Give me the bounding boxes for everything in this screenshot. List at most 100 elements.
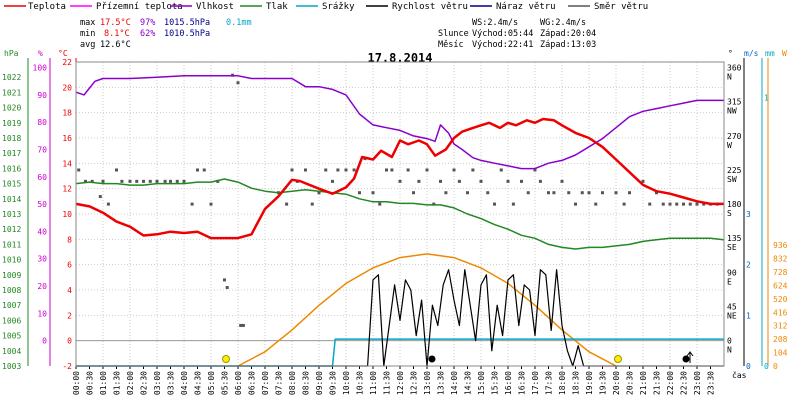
ms-tick-label: 2 <box>746 261 751 270</box>
wind-direction-point <box>285 202 289 206</box>
stats-max-humidity: 97% <box>140 18 155 28</box>
hpa-tick-label: 1011 <box>2 240 21 249</box>
watt-tick-label: 728 <box>773 268 788 277</box>
wind-direction-point <box>520 179 523 183</box>
x-tick-label: 15:00 <box>477 371 486 395</box>
wind-direction-point <box>587 191 591 195</box>
wind-direction-point <box>675 202 679 206</box>
hpa-tick-label: 1006 <box>2 316 21 325</box>
wind-direction-point <box>336 168 340 172</box>
watt-tick-label: 416 <box>773 308 788 317</box>
hpa-tick-label: 1005 <box>2 332 21 341</box>
percent-tick-label: 40 <box>37 227 47 236</box>
x-tick-label: 02:30 <box>140 371 149 395</box>
watt-tick-label: 208 <box>773 335 788 344</box>
watt-tick-label: 936 <box>773 241 788 250</box>
pressure-line <box>75 178 724 250</box>
solar-radiation-line <box>237 253 617 367</box>
x-tick-label: 19:30 <box>599 371 608 395</box>
celsius-tick-label: 16 <box>62 134 72 143</box>
x-tick-label: 18:00 <box>558 371 567 395</box>
legend-naraz-vetru: Náraz větru <box>470 2 556 12</box>
celsius-tick-label: 20 <box>62 83 72 92</box>
wind-direction-point <box>241 323 245 327</box>
wind-direction-point <box>209 202 213 206</box>
celsius-tick-label: 6 <box>67 261 72 270</box>
hpa-tick-label: 1017 <box>2 149 21 158</box>
wind-direction-point <box>175 179 179 183</box>
tick-labels: 1003100410051006100710081009101010111012… <box>2 58 788 395</box>
wind-direction-point <box>594 202 598 206</box>
wind-direction-point <box>538 179 542 183</box>
direction-tick-label: 180 <box>727 200 742 209</box>
axis-units: hPa % °C ° m/s mm W čas <box>4 49 787 380</box>
wind-direction-point <box>444 191 448 195</box>
celsius-tick-label: 2 <box>67 311 72 320</box>
hpa-tick-label: 1004 <box>2 347 21 356</box>
hpa-tick-label: 1018 <box>2 134 21 143</box>
celsius-tick-label: -2 <box>62 362 72 371</box>
legend-prizemni-teplota: Přízemní teplota <box>70 2 183 12</box>
celsius-tick-label: 18 <box>62 109 72 118</box>
temperature-line <box>75 117 724 240</box>
wind-direction-point <box>135 179 139 183</box>
percent-tick-label: 100 <box>33 64 48 73</box>
percent-tick-label: 90 <box>37 91 47 100</box>
wind-direction-point <box>290 168 294 172</box>
mm-tick-label: 0 <box>764 362 769 371</box>
wind-direction-point <box>614 191 618 195</box>
x-tick-label: 00:00 <box>72 371 81 395</box>
wind-direction-point <box>547 191 550 195</box>
wind-direction-point <box>661 202 665 206</box>
x-tick-label: 09:30 <box>329 371 338 395</box>
ms-tick-label: 3 <box>746 210 751 219</box>
astro-markers <box>222 351 694 363</box>
wind-direction-point <box>163 179 167 183</box>
x-tick-label: 03:00 <box>153 371 162 395</box>
wind-speed-line <box>76 269 724 367</box>
info-wind-gust: WG:2.4m/s <box>540 18 586 28</box>
wind-direction-point <box>567 191 571 195</box>
wind-direction-point <box>182 179 186 183</box>
hpa-tick-label: 1003 <box>2 362 21 371</box>
x-tick-label: 01:00 <box>99 371 108 395</box>
info-moon-label: Měsíc <box>438 40 464 50</box>
legend-tlak: Tlak <box>240 2 288 12</box>
wind-direction-point <box>439 179 442 183</box>
celsius-unit-label: °C <box>58 49 68 58</box>
plot-frame <box>75 61 725 367</box>
wind-direction-point <box>169 179 172 183</box>
wind-direction-point <box>304 168 307 172</box>
hpa-tick-label: 1010 <box>2 256 21 265</box>
wind-direction-point <box>457 179 461 183</box>
x-tick-label: 11:30 <box>383 371 392 395</box>
x-tick-label: 11:00 <box>369 371 378 395</box>
percent-tick-label: 0 <box>42 337 47 346</box>
x-tick-label: 22:00 <box>666 371 675 395</box>
legend-rychlost-vetru: Rychlost větru <box>366 2 468 12</box>
legend-label: Teplota <box>28 2 66 12</box>
wind-direction-point <box>412 191 415 195</box>
wind-direction-point <box>317 191 321 195</box>
hpa-tick-label: 1019 <box>2 119 21 128</box>
hpa-unit-label: hPa <box>4 49 19 58</box>
wind-direction-point <box>331 179 334 183</box>
watt-tick-label: 312 <box>773 322 788 331</box>
info-moonrise: Východ:22:41 <box>472 40 533 50</box>
legend-label: Rychlost větru <box>392 2 468 12</box>
watt-unit-label: W <box>782 49 787 58</box>
x-tick-label: 09:00 <box>315 371 324 395</box>
percent-tick-label: 70 <box>37 146 47 155</box>
hpa-tick-label: 1007 <box>2 301 21 310</box>
direction-compass-label: NW <box>727 107 737 116</box>
wind-direction-point <box>190 202 194 206</box>
legend-label: Náraz větru <box>496 2 556 12</box>
wind-direction-point <box>352 168 356 172</box>
x-tick-label: 06:00 <box>234 371 243 395</box>
wind-direction-point <box>628 191 631 195</box>
wind-direction-point <box>101 179 105 183</box>
percent-tick-label: 80 <box>37 118 47 127</box>
time-axis-label: čas <box>732 370 747 380</box>
moonset-icon <box>428 355 436 363</box>
